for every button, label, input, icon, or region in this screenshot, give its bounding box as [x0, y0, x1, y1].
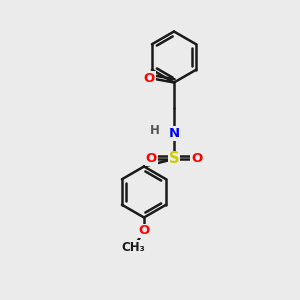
Text: H: H [150, 124, 159, 137]
Text: O: O [146, 152, 157, 166]
Text: CH₃: CH₃ [122, 241, 146, 254]
Text: O: O [138, 224, 150, 238]
Text: N: N [168, 127, 180, 140]
Text: O: O [144, 71, 155, 85]
Text: S: S [169, 152, 179, 166]
Text: O: O [191, 152, 202, 166]
